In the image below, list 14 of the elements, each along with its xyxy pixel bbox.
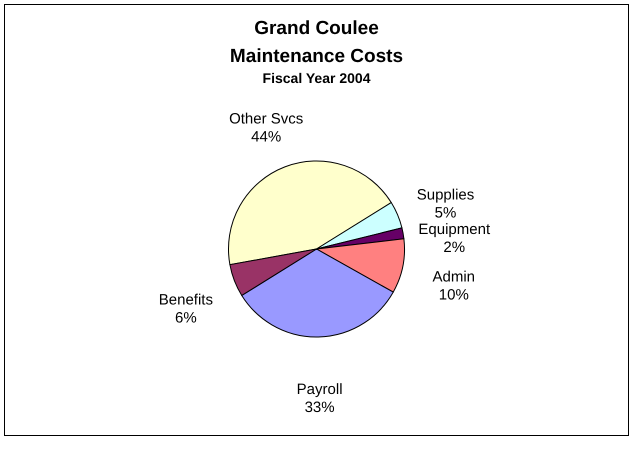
- slice-label: Benefits: [158, 291, 213, 308]
- slice-label: Admin: [432, 268, 476, 286]
- data-label: 44%: [251, 128, 282, 146]
- chart-subtitle: Fiscal Year 2004: [262, 70, 371, 86]
- data-label: 2%: [443, 239, 466, 256]
- data-label: 6%: [175, 309, 197, 326]
- data-label: 33%: [304, 398, 335, 416]
- slice-label: Payroll: [296, 380, 343, 398]
- data-label: 5%: [434, 204, 456, 222]
- slice-label: Supplies: [416, 186, 474, 204]
- slice-label: Equipment: [418, 221, 491, 238]
- data-label: 10%: [438, 286, 469, 304]
- chart-title: Grand Coulee Maintenance Costs: [230, 18, 404, 67]
- slice-label: Other Svcs: [229, 110, 304, 128]
